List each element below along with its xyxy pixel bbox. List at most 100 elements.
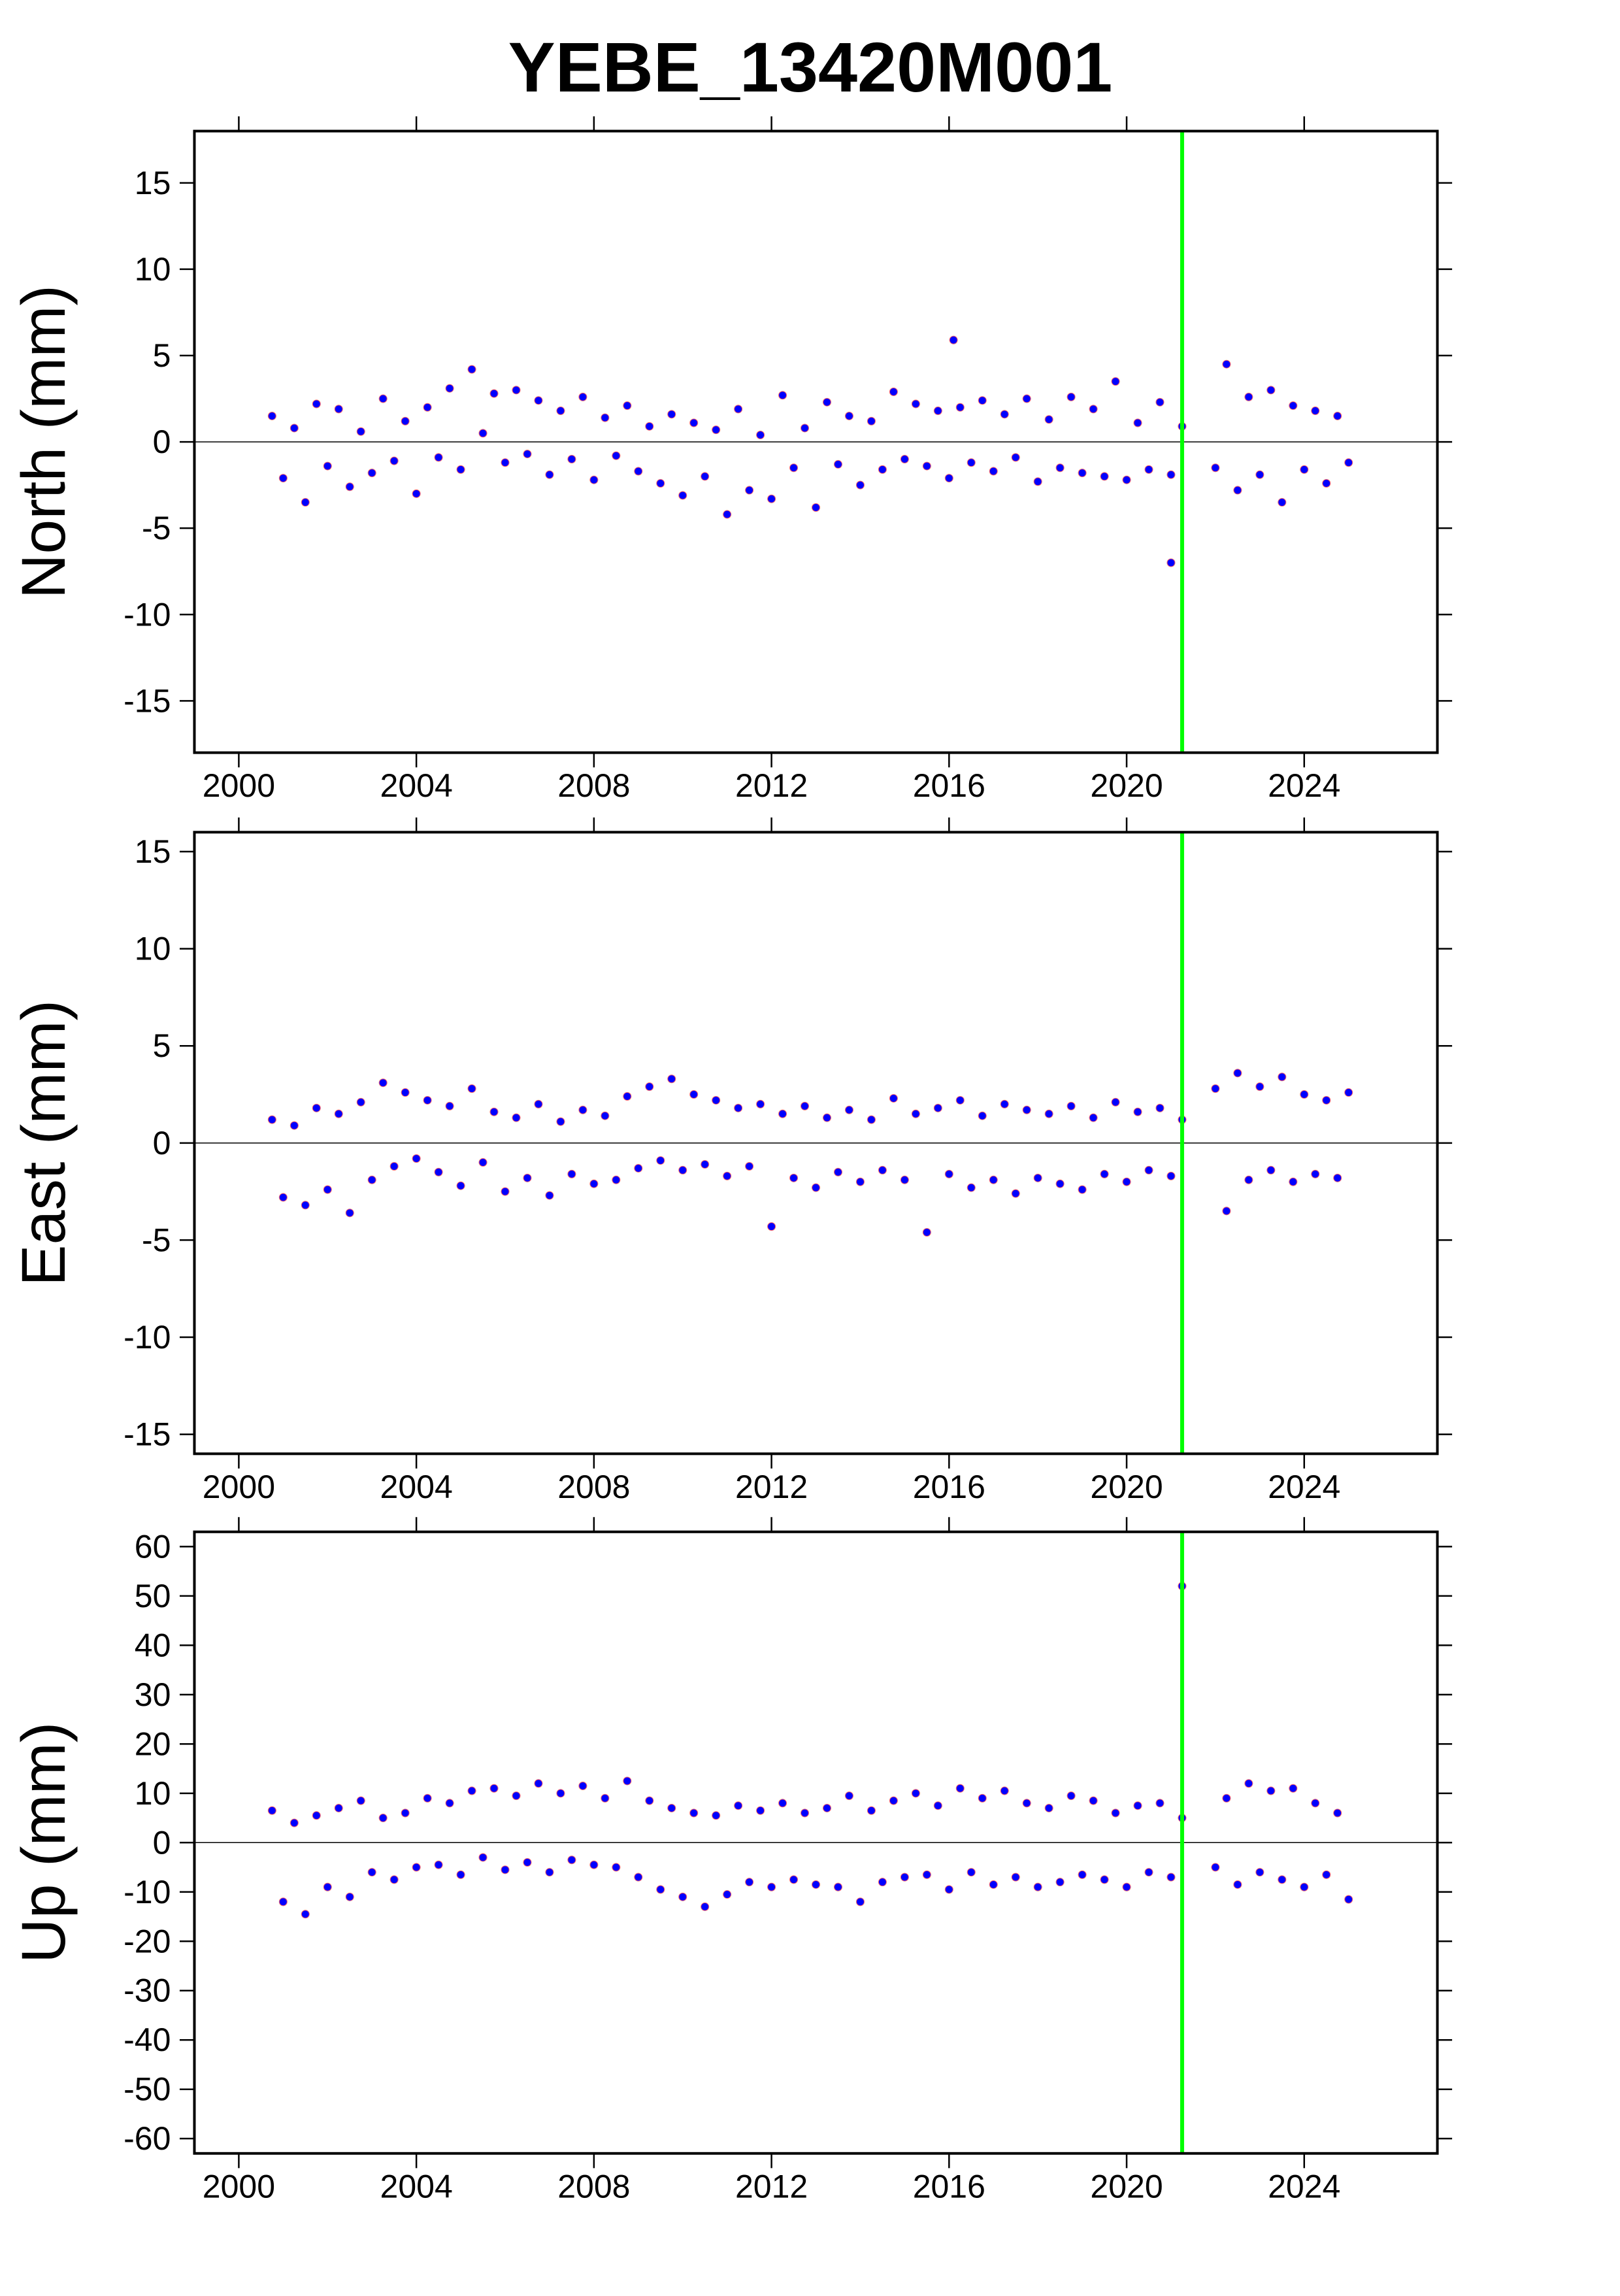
data-point [634,1163,643,1173]
data-point [1211,1863,1220,1872]
data-point [1222,1793,1231,1803]
data-point [1244,1779,1253,1788]
data-point [1055,1878,1065,1887]
data-point [467,365,476,374]
data-point [1011,1872,1020,1882]
data-point [1144,1868,1153,1877]
x-tick-label: 2016 [913,1469,985,1505]
data-point [734,405,743,414]
data-point [334,1109,343,1118]
data-point [812,1183,821,1192]
data-point [534,1779,543,1788]
y-axis-label: North (mm) [9,285,78,599]
data-point [567,1169,576,1178]
data-point [1300,465,1309,474]
data-point [678,491,687,500]
y-tick-label: 5 [153,337,171,374]
data-point [589,1179,599,1188]
y-axis-label: Up (mm) [9,1722,78,1963]
data-point [378,1078,388,1088]
data-point [689,418,699,427]
data-point [645,1082,654,1091]
data-point [1022,1105,1031,1114]
data-point [667,410,676,419]
x-tick-label: 2008 [557,1469,630,1505]
data-point [889,387,898,396]
data-point [1244,392,1253,401]
data-point [1122,1882,1131,1891]
data-point [844,411,853,420]
data-point [478,1158,488,1167]
data-point [267,1806,276,1815]
y-tick-label: 0 [153,424,171,460]
data-point [1089,1113,1098,1122]
data-point [267,411,276,420]
data-point [989,467,998,476]
data-point [334,1803,343,1812]
data-point [445,1101,454,1110]
data-point [645,1796,654,1805]
data-point [656,478,665,488]
data-point [1278,498,1287,507]
data-point [378,394,388,403]
data-point [978,396,987,405]
data-point [1255,1868,1265,1877]
data-point [978,1793,987,1803]
data-point [944,1885,953,1894]
data-point [1289,1177,1298,1186]
data-point [911,1109,920,1118]
data-point [345,482,354,491]
data-point [1344,458,1353,467]
data-point [1344,1088,1353,1097]
data-point [434,453,443,462]
data-point [933,407,942,416]
data-point [267,1115,276,1124]
x-tick-label: 2008 [557,2168,630,2204]
data-point [801,1101,810,1110]
x-tick-label: 2024 [1268,2168,1340,2204]
data-point [1044,1803,1053,1812]
data-point [1311,1169,1320,1178]
data-point [756,1806,765,1815]
data-point [878,1165,887,1174]
data-point [955,403,965,412]
data-point [467,1786,476,1795]
data-point [589,475,599,484]
data-point [501,458,510,467]
data-point [1322,1095,1331,1105]
x-tick-label: 2000 [203,767,275,804]
y-tick-label: 60 [135,1528,171,1565]
data-point [1044,415,1053,424]
y-tick-label: -15 [124,1416,171,1453]
data-point [822,1113,831,1122]
data-point [1255,1082,1265,1091]
data-point [345,1208,354,1218]
data-point [833,1167,842,1176]
data-point [345,1892,354,1901]
data-point [1300,1882,1309,1891]
data-point [289,424,299,433]
data-point [689,1808,699,1818]
data-point [523,1857,532,1867]
y-tick-label: 10 [135,931,171,967]
data-point [1022,1799,1031,1808]
data-point [949,335,958,344]
data-point [1066,1791,1076,1801]
data-point [1133,1801,1142,1810]
data-point [745,1878,754,1887]
data-point [1033,477,1042,486]
data-point [356,1097,365,1106]
data-point [1078,469,1087,478]
y-tick-label: -10 [124,596,171,633]
data-point [578,1781,587,1790]
data-point [612,1175,621,1184]
data-point [423,403,432,412]
y-tick-label: 20 [135,1725,171,1762]
data-point [1000,410,1009,419]
data-point [512,1791,521,1801]
x-tick-label: 2004 [380,1469,453,1505]
plot-frame [193,831,1439,1456]
data-point [656,1885,665,1894]
data-point [1289,1784,1298,1793]
data-point [401,416,410,425]
